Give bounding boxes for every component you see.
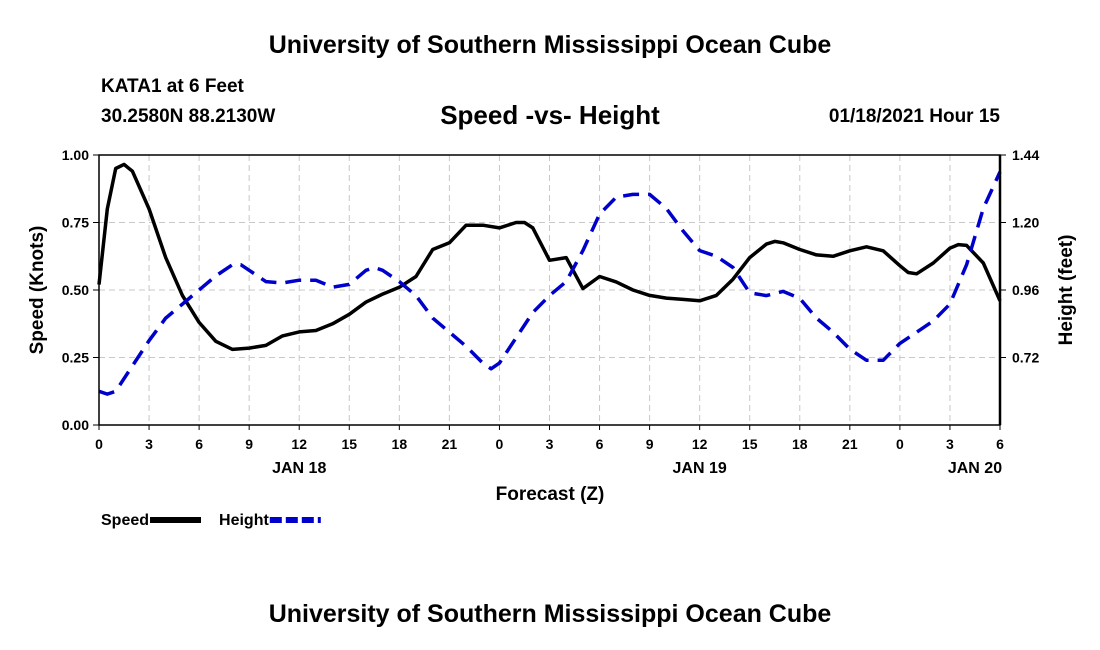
y-tick-label: 0.75 bbox=[62, 215, 89, 231]
x-tick-label: 3 bbox=[546, 436, 554, 452]
y2-tick-label: 1.20 bbox=[1012, 215, 1039, 231]
y2-tick-label: 0.72 bbox=[1012, 350, 1039, 366]
y2-tick-label: 1.44 bbox=[1012, 147, 1039, 163]
x-axis-label: Forecast (Z) bbox=[496, 484, 605, 505]
legend: Speed Height bbox=[101, 512, 321, 529]
x-tick-label: 0 bbox=[896, 436, 904, 452]
x-tick-label: 21 bbox=[442, 436, 458, 452]
legend-label-speed: Speed bbox=[101, 512, 149, 529]
run-time: 01/18/2021 Hour 15 bbox=[828, 106, 1000, 127]
y-axis-label: Speed (Knots) bbox=[27, 226, 48, 355]
y-tick-label: 1.00 bbox=[62, 147, 89, 163]
y2-axis-label: Height (feet) bbox=[1056, 235, 1077, 346]
x-tick-label: 12 bbox=[692, 436, 708, 452]
grid-lines bbox=[99, 155, 1000, 425]
y-tick-label: 0.25 bbox=[62, 350, 89, 366]
chart-title: Speed -vs- Height bbox=[440, 100, 660, 130]
x-tick-label: 21 bbox=[842, 436, 858, 452]
x-tick-label: 6 bbox=[996, 436, 1004, 452]
height-series-line bbox=[98, 171, 1002, 396]
x-tick-label: 6 bbox=[195, 436, 203, 452]
x-tick-label: 9 bbox=[646, 436, 654, 452]
series-layer bbox=[97, 162, 1002, 396]
x-tick-label: 3 bbox=[946, 436, 954, 452]
x-tick-label: 15 bbox=[742, 436, 758, 452]
x-tick-label: 9 bbox=[245, 436, 253, 452]
x-tick-label: 12 bbox=[291, 436, 307, 452]
station-coordinates: 30.2580N 88.2130W bbox=[101, 106, 276, 127]
legend-label-height: Height bbox=[219, 512, 269, 529]
footer-title: University of Southern Mississippi Ocean… bbox=[268, 600, 832, 628]
x-tick-label: 0 bbox=[496, 436, 504, 452]
station-label: KATA1 at 6 Feet bbox=[101, 76, 244, 97]
x-tick-label: 18 bbox=[392, 436, 408, 452]
day-label: JAN 19 bbox=[673, 460, 727, 477]
x-tick-label: 6 bbox=[596, 436, 604, 452]
y2-tick-label: 0.96 bbox=[1012, 282, 1039, 298]
x-tick-label: 3 bbox=[145, 436, 153, 452]
x-tick-label: 0 bbox=[95, 436, 103, 452]
x-tick-label: 15 bbox=[341, 436, 357, 452]
x-tick-label: 18 bbox=[792, 436, 808, 452]
y-tick-label: 0.00 bbox=[62, 417, 89, 433]
axis-ticks: 0 3 6 9 12 15 18 21 0 3 6 9 12 15 18 21 0 3 6 0.00 0.25 0.50 0… bbox=[62, 147, 1040, 477]
page-title: University of Southern Mississippi Ocean… bbox=[268, 31, 832, 59]
day-label: JAN 18 bbox=[272, 460, 326, 477]
y-tick-label: 0.50 bbox=[62, 282, 89, 298]
day-label: JAN 20 bbox=[948, 460, 1002, 477]
speed-series-line bbox=[97, 162, 1002, 352]
